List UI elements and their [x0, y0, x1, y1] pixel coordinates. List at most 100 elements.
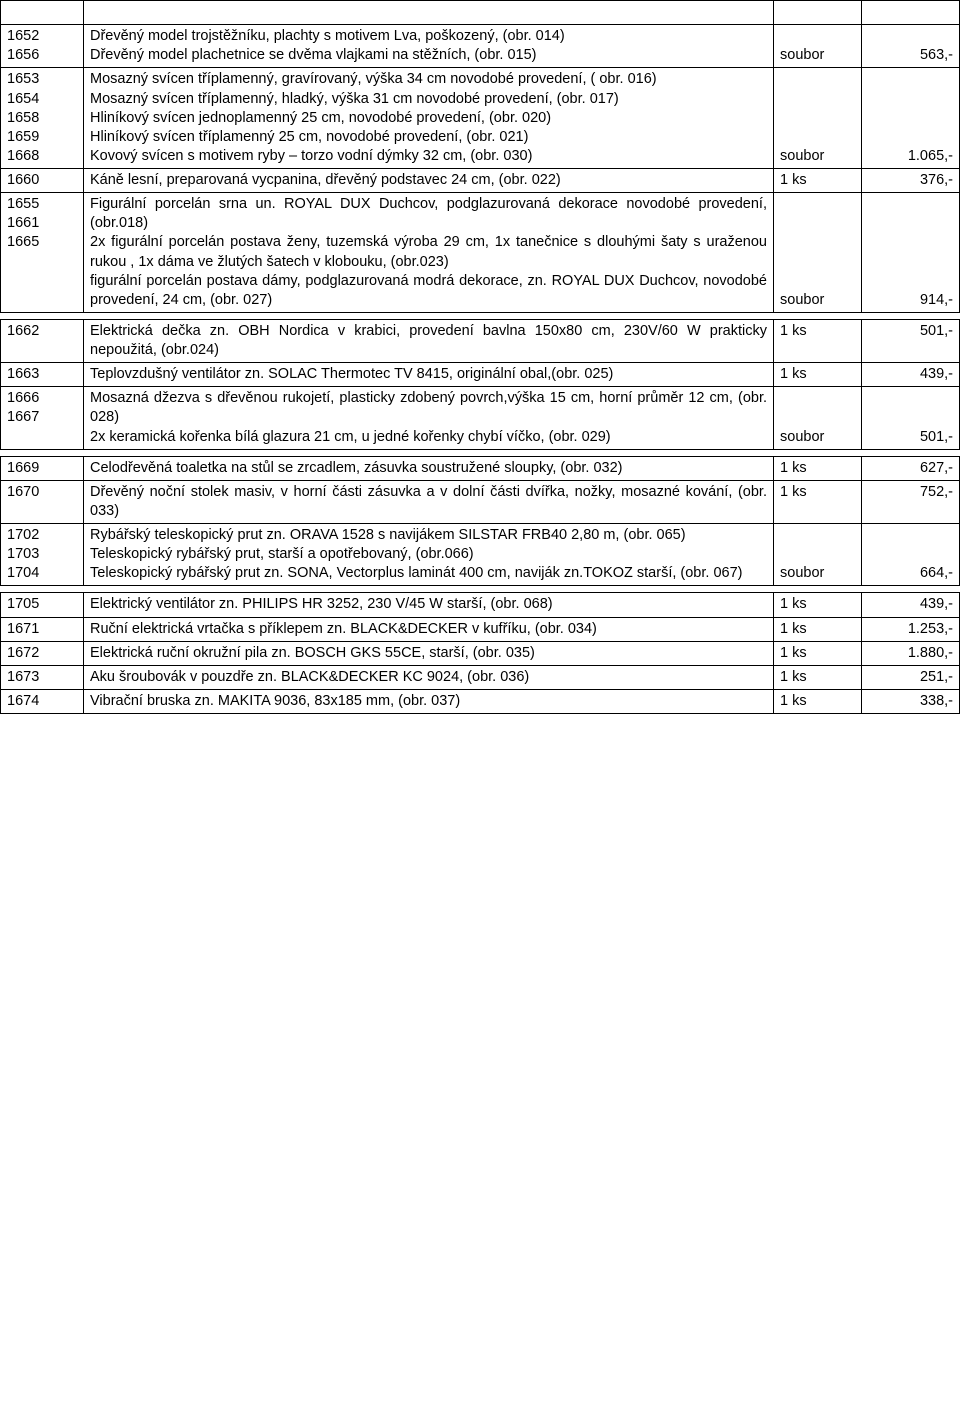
item-id: 1662 [7, 322, 77, 341]
description-line: Dřevěný model plachetnice se dvěma vlajk… [90, 46, 767, 65]
item-description: Teplovzdušný ventilátor zn. SOLAC Thermo… [84, 363, 774, 387]
item-price: 1.065,- [862, 68, 960, 169]
item-price: 627,- [862, 456, 960, 480]
item-description: Rybářský teleskopický prut zn. ORAVA 152… [84, 524, 774, 586]
item-id-cell: 1670 [1, 480, 84, 523]
item-price: 1.880,- [862, 641, 960, 665]
description-line: Elektrická ruční okružní pila zn. BOSCH … [90, 644, 767, 663]
item-id: 1667 [7, 408, 77, 427]
table-row: 16661667Mosazná džezva s dřevěnou rukoje… [1, 387, 960, 449]
item-id-cell: 170217031704 [1, 524, 84, 586]
description-line: figurální porcelán postava dámy, podglaz… [90, 272, 767, 310]
table-row: 1662 Elektrická dečka zn. OBH Nordica v k… [1, 319, 960, 362]
item-id: 1660 [7, 171, 77, 190]
item-id: 1658 [7, 109, 77, 128]
description-line: Aku šroubovák v pouzdře zn. BLACK&DECKER… [90, 668, 767, 687]
item-id: 1656 [7, 46, 77, 65]
table-row: 1705 Elektrický ventilátor zn. PHILIPS HR… [1, 593, 960, 617]
item-unit: 1 ks [774, 319, 862, 362]
description-line: Vibrační bruska zn. MAKITA 9036, 83x185 … [90, 692, 767, 711]
item-unit: soubor [774, 193, 862, 313]
item-description: Elektrická dečka zn. OBH Nordica v krabi… [84, 319, 774, 362]
item-id: 1659 [7, 128, 77, 147]
item-description: Mosazná džezva s dřevěnou rukojetí, plas… [84, 387, 774, 449]
item-description: Vibrační bruska zn. MAKITA 9036, 83x185 … [84, 689, 774, 713]
item-id-cell: 16661667 [1, 387, 84, 449]
item-id: 1665 [7, 233, 77, 252]
description-line: Dřevěný noční stolek masiv, v horní část… [90, 483, 767, 521]
item-price: 914,- [862, 193, 960, 313]
item-price: 251,- [862, 665, 960, 689]
item-id: 1655 [7, 195, 77, 214]
item-id: 1669 [7, 459, 77, 478]
item-description: Elektrická ruční okružní pila zn. BOSCH … [84, 641, 774, 665]
item-description: Mosazný svícen tříplamenný, gravírovaný,… [84, 68, 774, 169]
item-description: Ruční elektrická vrtačka s příklepem zn.… [84, 617, 774, 641]
item-description: Figurální porcelán srna un. ROYAL DUX Du… [84, 193, 774, 313]
item-id-cell: 165516611665 [1, 193, 84, 313]
item-id: 1702 [7, 526, 77, 545]
item-price: 338,- [862, 689, 960, 713]
item-unit: 1 ks [774, 617, 862, 641]
item-id-cell: 16521656 [1, 25, 84, 68]
item-unit: soubor [774, 387, 862, 449]
item-unit: 1 ks [774, 169, 862, 193]
item-description: Aku šroubovák v pouzdře zn. BLACK&DECKER… [84, 665, 774, 689]
description-line: Teleskopický rybářský prut zn. SONA, Vec… [90, 564, 767, 583]
table-row: 170217031704 Rybářský teleskopický prut z… [1, 524, 960, 586]
description-line: Ruční elektrická vrtačka s příklepem zn.… [90, 620, 767, 639]
header-cell [862, 1, 960, 25]
item-id: 1668 [7, 147, 77, 166]
item-id: 1653 [7, 70, 77, 89]
item-description: Dřevěný noční stolek masiv, v horní část… [84, 480, 774, 523]
item-price: 501,- [862, 319, 960, 362]
item-description: Káně lesní, preparovaná vycpanina, dřevě… [84, 169, 774, 193]
table-row: 1672 Elektrická ruční okružní pila zn. BO… [1, 641, 960, 665]
item-id: 1705 [7, 595, 77, 614]
item-unit: 1 ks [774, 641, 862, 665]
description-line: Kovový svícen s motivem ryby – torzo vod… [90, 147, 767, 166]
item-id-cell: 1672 [1, 641, 84, 665]
item-unit: soubor [774, 68, 862, 169]
item-id: 1666 [7, 389, 77, 408]
description-line: Hliníkový svícen tříplamenný 25 cm, novo… [90, 128, 767, 147]
description-line: Rybářský teleskopický prut zn. ORAVA 152… [90, 526, 767, 545]
item-unit: 1 ks [774, 480, 862, 523]
item-id-cell: 1705 [1, 593, 84, 617]
item-unit: soubor [774, 25, 862, 68]
item-price: 563,- [862, 25, 960, 68]
description-line: Mosazný svícen tříplamenný, gravírovaný,… [90, 70, 767, 89]
item-price: 439,- [862, 593, 960, 617]
item-price: 501,- [862, 387, 960, 449]
description-line: Elektrická dečka zn. OBH Nordica v krabi… [90, 322, 767, 360]
item-unit: 1 ks [774, 689, 862, 713]
item-id-cell: 1660 [1, 169, 84, 193]
item-id: 1703 [7, 545, 77, 564]
table-row: 1671 Ruční elektrická vrtačka s příklepem… [1, 617, 960, 641]
item-description: Elektrický ventilátor zn. PHILIPS HR 325… [84, 593, 774, 617]
item-unit: 1 ks [774, 456, 862, 480]
description-line: 2x keramická kořenka bílá glazura 21 cm,… [90, 428, 767, 447]
item-price: 664,- [862, 524, 960, 586]
description-line: Teplovzdušný ventilátor zn. SOLAC Thermo… [90, 365, 767, 384]
item-id: 1654 [7, 90, 77, 109]
item-unit: 1 ks [774, 665, 862, 689]
description-line: Hliníkový svícen jednoplamenný 25 cm, no… [90, 109, 767, 128]
item-id-cell: 1671 [1, 617, 84, 641]
spacer-row [1, 312, 960, 319]
item-unit: 1 ks [774, 593, 862, 617]
item-id: 1663 [7, 365, 77, 384]
item-description: Celodřevěná toaletka na stůl se zrcadlem… [84, 456, 774, 480]
item-price: 439,- [862, 363, 960, 387]
header-cell [774, 1, 862, 25]
item-id: 1673 [7, 668, 77, 687]
table-row: 1674 Vibrační bruska zn. MAKITA 9036, 83x… [1, 689, 960, 713]
item-id: 1704 [7, 564, 77, 583]
description-line: Elektrický ventilátor zn. PHILIPS HR 325… [90, 595, 767, 614]
item-id-cell: 1673 [1, 665, 84, 689]
item-id-cell: 1674 [1, 689, 84, 713]
item-id: 1670 [7, 483, 77, 502]
item-id: 1674 [7, 692, 77, 711]
item-id: 1661 [7, 214, 77, 233]
spacer-row [1, 586, 960, 593]
